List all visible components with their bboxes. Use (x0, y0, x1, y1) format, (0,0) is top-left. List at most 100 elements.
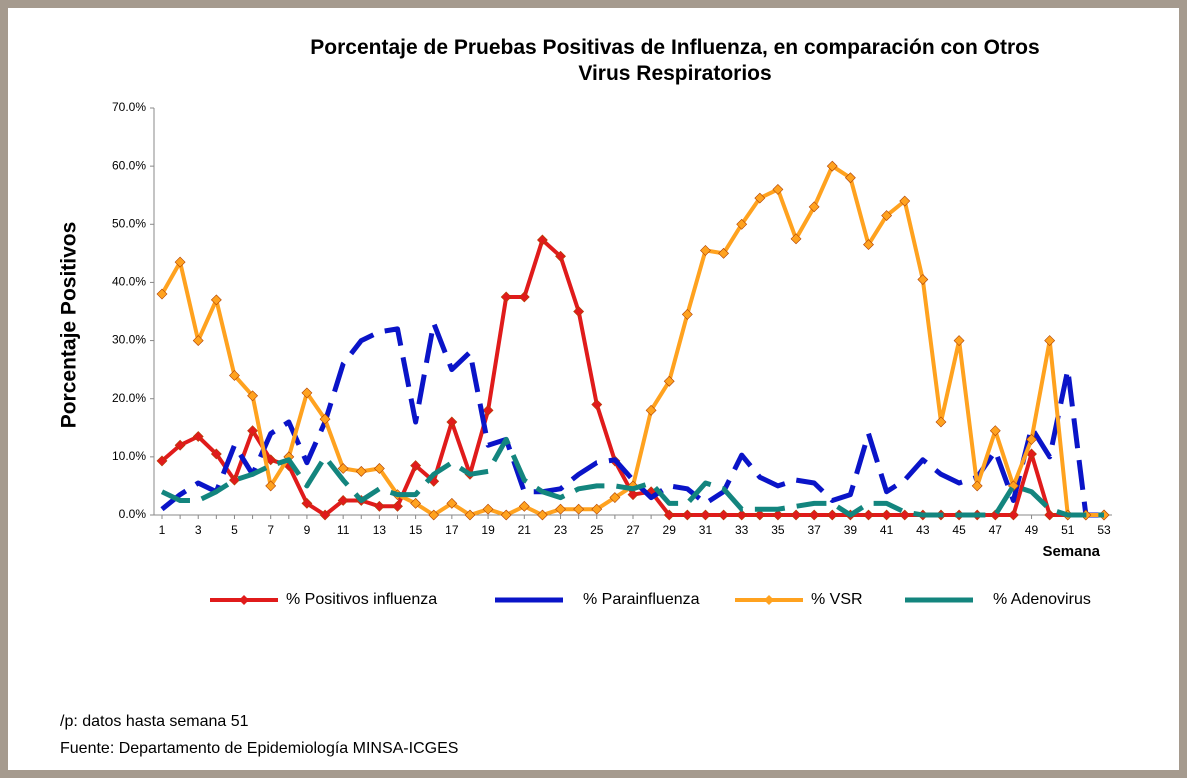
data-point (518, 500, 530, 512)
y-tick-label: 70.0% (112, 100, 146, 114)
data-point (989, 425, 1001, 437)
x-tick-label: 41 (880, 523, 894, 537)
data-point (482, 503, 494, 515)
data-point (645, 404, 657, 416)
series (156, 160, 1110, 521)
data-point (229, 370, 240, 381)
data-point (446, 497, 458, 509)
data-point (301, 387, 313, 399)
legend-marker (239, 595, 249, 605)
series (160, 320, 1104, 518)
data-point (736, 509, 748, 521)
y-tick-label: 20.0% (112, 391, 146, 405)
y-axis-title: Porcentaje Positivos (58, 222, 81, 429)
y-tick-label: 0.0% (119, 507, 147, 521)
x-axis-title: Semana (1042, 543, 1100, 560)
x-tick-label: 51 (1061, 523, 1075, 537)
data-point (337, 463, 349, 474)
data-point (319, 413, 331, 425)
legend-item: % Adenovirus (905, 591, 1091, 608)
x-tick-label: 53 (1097, 523, 1111, 537)
legend-item: % VSR (735, 591, 863, 608)
data-point (754, 509, 766, 521)
data-point (953, 335, 965, 346)
x-tick-label: 7 (267, 523, 274, 537)
x-tick-label: 17 (445, 523, 459, 537)
x-tick-label: 27 (626, 523, 640, 537)
data-point (754, 192, 766, 204)
data-point (663, 375, 675, 387)
data-point (373, 500, 385, 512)
x-tick-label: 49 (1025, 523, 1039, 537)
data-point (718, 509, 730, 521)
data-point (736, 218, 748, 230)
data-point (573, 503, 585, 515)
data-point (301, 497, 313, 509)
legend-label: % Parainfluenza (583, 591, 700, 608)
data-point (826, 509, 838, 521)
data-point (844, 172, 856, 184)
data-point (700, 509, 711, 521)
data-point (790, 509, 802, 521)
data-point (917, 274, 929, 285)
x-tick-label: 5 (231, 523, 238, 537)
data-point (971, 480, 983, 492)
data-point (410, 460, 422, 472)
data-point (156, 288, 168, 300)
x-tick-label: 31 (699, 523, 713, 537)
x-tick-label: 13 (373, 523, 387, 537)
series-line (160, 436, 1104, 518)
data-point (355, 465, 367, 477)
data-point (627, 489, 639, 501)
data-point (210, 448, 222, 460)
data-point (536, 234, 548, 246)
y-tick-label: 10.0% (112, 449, 146, 463)
data-point (464, 509, 476, 521)
data-point (863, 239, 874, 251)
data-point (863, 509, 874, 521)
y-tick-label: 50.0% (112, 216, 146, 230)
data-point (1007, 509, 1019, 521)
series-line (160, 320, 1104, 518)
x-tick-label: 43 (916, 523, 930, 537)
data-point (174, 439, 186, 451)
data-point (247, 425, 259, 437)
data-point (192, 431, 204, 442)
x-tick-label: 35 (771, 523, 785, 537)
data-point (536, 509, 548, 521)
x-tick-label: 47 (989, 523, 1003, 537)
data-point (500, 291, 512, 303)
series (160, 436, 1104, 518)
legend-marker (764, 595, 774, 605)
chart-title: Porcentaje de Pruebas Positivas de Influ… (310, 36, 1039, 85)
x-tick-label: 3 (195, 523, 202, 537)
data-point (899, 195, 911, 207)
data-point (555, 250, 566, 262)
data-point (899, 509, 911, 521)
data-point (681, 308, 693, 320)
x-tick-label: 29 (663, 523, 677, 537)
data-point (247, 390, 259, 402)
y-tick-label: 60.0% (112, 158, 146, 172)
legend-item: % Positivos influenza (210, 591, 437, 608)
x-tick-label: 37 (807, 523, 821, 537)
x-tick-label: 11 (337, 523, 350, 537)
data-point (881, 509, 893, 521)
y-tick-label: 40.0% (112, 275, 146, 289)
data-point (826, 160, 838, 172)
data-point (881, 210, 893, 221)
data-point (392, 500, 403, 512)
data-point (609, 492, 621, 503)
data-point (410, 497, 422, 509)
data-point (772, 183, 784, 195)
x-tick-label: 21 (518, 523, 532, 537)
x-tick-label: 45 (952, 523, 966, 537)
data-point (935, 416, 947, 428)
data-point (700, 245, 711, 256)
data-point (192, 335, 204, 346)
x-tick-label: 39 (844, 523, 858, 537)
data-point (265, 454, 277, 466)
data-point (1044, 509, 1056, 521)
data-point (808, 201, 820, 213)
